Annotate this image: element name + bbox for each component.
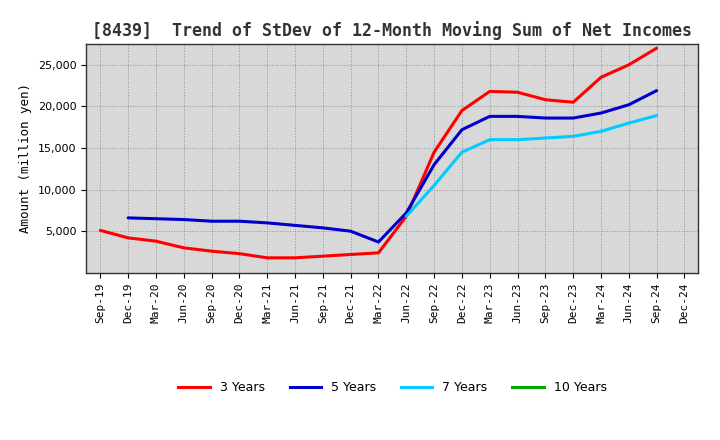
5 Years <box>235 219 243 224</box>
Line: 3 Years: 3 Years <box>100 48 657 258</box>
3 Years <box>291 255 300 260</box>
7 Years <box>430 183 438 188</box>
5 Years <box>597 110 606 116</box>
5 Years <box>152 216 161 221</box>
3 Years <box>402 213 410 219</box>
3 Years <box>458 108 467 113</box>
Line: 5 Years: 5 Years <box>128 91 657 242</box>
3 Years <box>207 249 216 254</box>
5 Years <box>374 239 383 245</box>
3 Years <box>430 150 438 155</box>
5 Years <box>569 115 577 121</box>
Title: [8439]  Trend of StDev of 12-Month Moving Sum of Net Incomes: [8439] Trend of StDev of 12-Month Moving… <box>92 21 693 40</box>
3 Years <box>541 97 550 103</box>
3 Years <box>346 252 355 257</box>
5 Years <box>179 217 188 222</box>
7 Years <box>652 113 661 118</box>
7 Years <box>569 134 577 139</box>
3 Years <box>124 235 132 241</box>
3 Years <box>597 75 606 80</box>
5 Years <box>541 115 550 121</box>
5 Years <box>652 88 661 93</box>
3 Years <box>485 89 494 94</box>
5 Years <box>458 127 467 132</box>
5 Years <box>624 102 633 107</box>
5 Years <box>318 225 327 231</box>
3 Years <box>96 228 104 233</box>
5 Years <box>513 114 522 119</box>
7 Years <box>485 137 494 142</box>
3 Years <box>652 45 661 51</box>
5 Years <box>430 162 438 167</box>
5 Years <box>346 228 355 234</box>
5 Years <box>402 210 410 216</box>
3 Years <box>235 251 243 257</box>
5 Years <box>485 114 494 119</box>
3 Years <box>179 245 188 250</box>
5 Years <box>263 220 271 226</box>
7 Years <box>541 136 550 141</box>
7 Years <box>624 121 633 126</box>
Line: 7 Years: 7 Years <box>406 116 657 216</box>
Legend: 3 Years, 5 Years, 7 Years, 10 Years: 3 Years, 5 Years, 7 Years, 10 Years <box>174 376 611 399</box>
7 Years <box>513 137 522 142</box>
3 Years <box>569 99 577 105</box>
3 Years <box>624 62 633 67</box>
3 Years <box>318 253 327 259</box>
5 Years <box>207 219 216 224</box>
3 Years <box>263 255 271 260</box>
7 Years <box>597 129 606 134</box>
3 Years <box>152 238 161 244</box>
5 Years <box>124 215 132 220</box>
7 Years <box>458 150 467 155</box>
7 Years <box>402 213 410 219</box>
3 Years <box>374 250 383 256</box>
3 Years <box>513 90 522 95</box>
Y-axis label: Amount (million yen): Amount (million yen) <box>19 84 32 233</box>
5 Years <box>291 223 300 228</box>
